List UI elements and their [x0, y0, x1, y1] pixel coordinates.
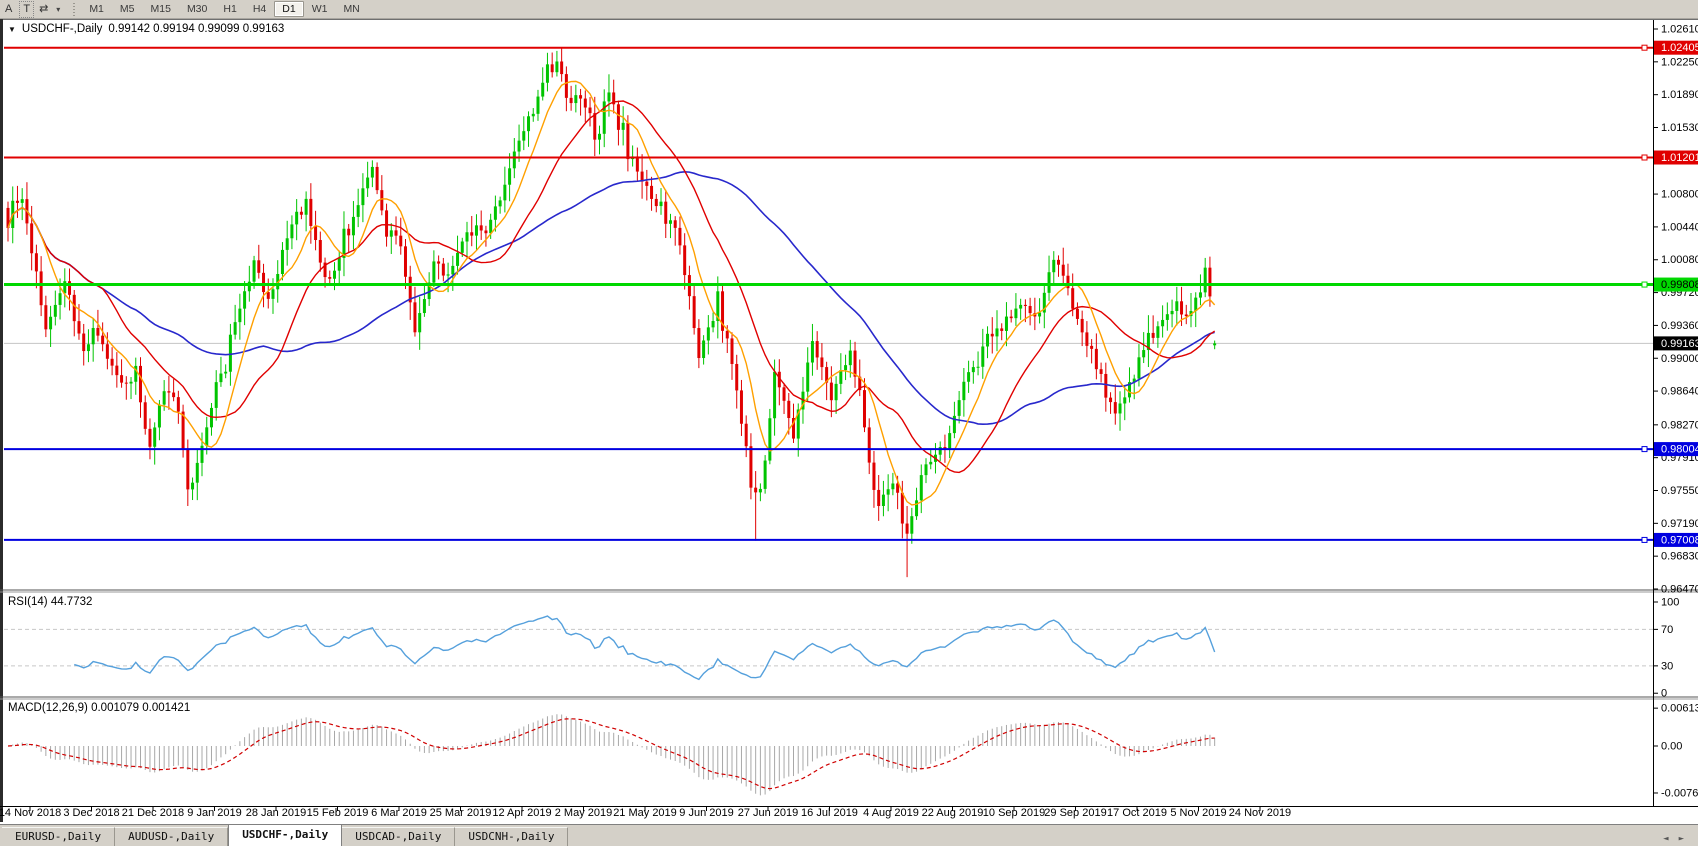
price-tick-0.98640: 0.98640 [1661, 386, 1698, 398]
price-tick-1.00800: 1.00800 [1661, 189, 1698, 201]
date-label-3: 9 Jan 2019 [187, 807, 241, 819]
toolbar-separator [73, 2, 76, 16]
timeframe-button-m15[interactable]: M15 [150, 3, 171, 15]
date-label-20: 24 Nov 2019 [1229, 807, 1291, 819]
tabs-scroll-left-icon[interactable]: ◄ [1663, 834, 1669, 844]
date-label-8: 12 Apr 2019 [492, 807, 551, 819]
price-tick-1.00440: 1.00440 [1661, 221, 1698, 233]
toolbar: A T ⇄ ▾ M1 M5 M15 M30 H1 H4 D1 W1 MN [0, 0, 1698, 19]
timeframe-button-mn[interactable]: MN [343, 3, 360, 15]
date-label-13: 16 Jul 2019 [801, 807, 858, 819]
chart-tab-usdcnh[interactable]: USDCNH-,Daily [455, 827, 569, 846]
date-label-18: 17 Oct 2019 [1107, 807, 1167, 819]
date-label-15: 22 Aug 2019 [922, 807, 984, 819]
rsi-indicator-label: RSI(14) 44.7732 [8, 596, 93, 608]
hline-price-label-0.97008 [1654, 532, 1698, 547]
date-label-0: 14 Nov 2018 [0, 807, 61, 819]
dropdown-caret-icon[interactable]: ▾ [56, 4, 61, 14]
collapse-triangle-icon[interactable]: ▼ [8, 24, 16, 34]
hline-handle-1.02405[interactable] [1641, 44, 1648, 51]
chart-tab-eurusd[interactable]: EURUSD-,Daily [2, 827, 116, 846]
window-left-border [0, 19, 3, 822]
rsi-tick-100: 100 [1661, 597, 1679, 609]
price-tick-1.02250: 1.02250 [1661, 56, 1698, 68]
hline-handle-0.99808[interactable] [1641, 281, 1648, 288]
date-label-14: 4 Aug 2019 [863, 807, 919, 819]
hline-price-label-1.02405 [1654, 40, 1698, 55]
svg-text:0.97008: 0.97008 [1661, 534, 1698, 546]
price-tick-0.98270: 0.98270 [1661, 419, 1698, 431]
chart-frame: 1.026101.022501.018901.015301.011701.008… [0, 19, 1698, 823]
macd-tick-0.00: 0.00 [1661, 741, 1682, 753]
chart-canvas[interactable]: 1.026101.022501.018901.015301.011701.008… [0, 19, 1698, 823]
price-tick-1.00080: 1.00080 [1661, 254, 1698, 266]
tabs-scroll-right-icon[interactable]: ► [1678, 834, 1684, 844]
price-tick-0.99360: 0.99360 [1661, 320, 1698, 332]
date-label-16: 10 Sep 2019 [983, 807, 1045, 819]
date-label-12: 27 Jun 2019 [738, 807, 799, 819]
date-label-10: 21 May 2019 [613, 807, 677, 819]
macd-panel[interactable] [7, 714, 1216, 796]
symbol-label: USDCHF-,Daily [21, 23, 103, 35]
svg-text:0.98004: 0.98004 [1661, 444, 1698, 456]
svg-text:0.99808: 0.99808 [1661, 279, 1698, 291]
timeframe-button-d1[interactable]: D1 [274, 1, 304, 17]
timeframe-button-w1[interactable]: W1 [311, 3, 328, 15]
candlesticks [6, 47, 1217, 578]
hline-price-label-1.01201 [1654, 150, 1698, 165]
hline-price-label-0.98004 [1654, 442, 1698, 457]
price-tick-0.97190: 0.97190 [1661, 518, 1698, 530]
timeframe-button-h1[interactable]: H1 [223, 3, 237, 15]
timeframe-button-h4[interactable]: H4 [252, 3, 267, 15]
macd-indicator-label: MACD(12,26,9) 0.001079 0.001421 [8, 702, 191, 714]
date-label-17: 29 Sep 2019 [1044, 807, 1106, 819]
date-axis[interactable]: 14 Nov 2018 3 Dec 2018 21 Dec 2018 9 Jan 20… [0, 807, 1291, 819]
hline-handle-0.98004[interactable] [1641, 446, 1648, 453]
rsi-tick-70: 70 [1661, 624, 1673, 636]
chart-tab-usdchf[interactable]: USDCHF-,Daily [228, 824, 343, 846]
main-price-panel[interactable] [4, 47, 1653, 578]
date-label-6: 6 Mar 2019 [371, 807, 427, 819]
ohlc-values: 0.99142 0.99194 0.99099 0.99163 [108, 23, 285, 35]
date-label-11: 9 Jun 2019 [679, 807, 733, 819]
price-tick-0.97550: 0.97550 [1661, 485, 1698, 497]
date-label-19: 5 Nov 2019 [1170, 807, 1226, 819]
timeframe-button-m5[interactable]: M5 [119, 3, 135, 15]
date-label-2: 21 Dec 2018 [122, 807, 184, 819]
chart-tab-audusd[interactable]: AUDUSD-,Daily [115, 827, 229, 846]
svg-text:1.02405: 1.02405 [1661, 42, 1698, 54]
timeframe-button-m1[interactable]: M1 [89, 3, 104, 15]
macd-tick-0.00613: 0.00613 [1661, 703, 1698, 715]
timeframe-button-m30[interactable]: M30 [186, 3, 208, 15]
price-tick-0.96470: 0.96470 [1661, 583, 1698, 595]
date-label-5: 15 Feb 2019 [307, 807, 369, 819]
rsi-tick-30: 30 [1661, 660, 1673, 672]
price-tick-0.99000: 0.99000 [1661, 353, 1698, 365]
crosshair-tool-icon[interactable]: ⇄ [39, 2, 49, 15]
price-tick-1.01890: 1.01890 [1661, 89, 1698, 101]
chart-tab-bar: EURUSD-,Daily AUDUSD-,Daily USDCHF-,Daily U… [0, 824, 1698, 846]
chart-title: ▼ USDCHF-,Daily 0.99142 0.99194 0.99099 … [8, 23, 284, 35]
rsi-panel[interactable] [4, 615, 1653, 681]
svg-text:1.01201: 1.01201 [1661, 152, 1698, 164]
hline-handle-1.01201[interactable] [1641, 154, 1648, 161]
chart-tab-usdcad[interactable]: USDCAD-,Daily [342, 827, 456, 846]
hline-price-label-0.99808 [1654, 277, 1698, 292]
date-label-7: 25 Mar 2019 [430, 807, 492, 819]
current-price-label [1654, 336, 1698, 351]
hline-handle-0.97008[interactable] [1641, 536, 1648, 543]
rsi-tick-0: 0 [1661, 688, 1667, 700]
date-label-9: 2 May 2019 [555, 807, 612, 819]
text-label-tool-icon[interactable]: T [19, 0, 35, 18]
svg-text:0.99163: 0.99163 [1661, 338, 1698, 350]
date-label-1: 3 Dec 2018 [63, 807, 119, 819]
price-tick-1.02610: 1.02610 [1661, 24, 1698, 36]
price-tick-0.96830: 0.96830 [1661, 551, 1698, 563]
price-tick-1.01530: 1.01530 [1661, 122, 1698, 134]
arrow-text-tool-icon[interactable]: A [5, 2, 13, 15]
date-label-4: 28 Jan 2019 [246, 807, 307, 819]
